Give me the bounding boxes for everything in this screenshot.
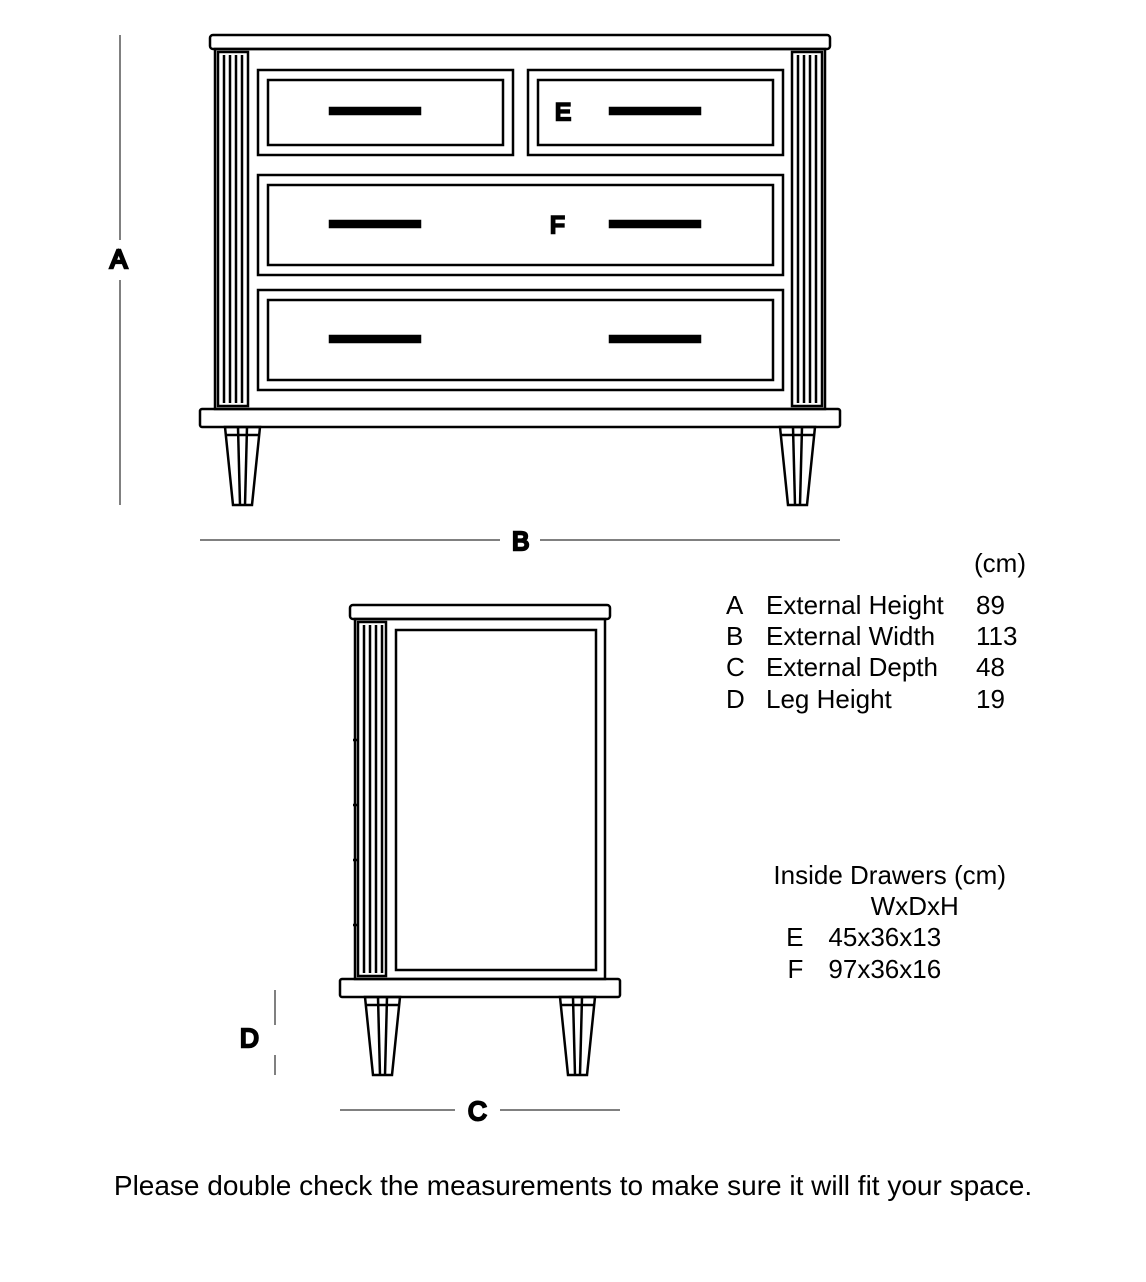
drawer-key: F xyxy=(773,954,828,985)
spec-label: External Width xyxy=(766,621,976,652)
inner-label-e: E xyxy=(555,99,571,126)
spec-value: 113 xyxy=(976,621,1026,652)
spec-value: 19 xyxy=(976,684,1026,715)
dim-label-a: A xyxy=(110,244,128,274)
inner-label-f: F xyxy=(550,212,565,239)
dim-label-d: D xyxy=(240,1023,259,1053)
spec-unit: (cm) xyxy=(974,548,1026,579)
drawer-key: E xyxy=(773,922,828,953)
drawer-row: E 45x36x13 xyxy=(773,922,1006,953)
spec-label: Leg Height xyxy=(766,684,976,715)
page: A xyxy=(0,0,1146,1242)
dim-label-b: B xyxy=(512,526,529,556)
spec-row: A External Height 89 xyxy=(726,590,1026,621)
inside-drawers-subtitle: WxDxH xyxy=(773,891,1006,922)
spec-row: B External Width 113 xyxy=(726,621,1026,652)
spec-key: C xyxy=(726,652,766,683)
spec-key: D xyxy=(726,684,766,715)
spec-value: 89 xyxy=(976,590,1026,621)
drawer-value: 45x36x13 xyxy=(828,922,941,953)
drawer-value: 97x36x16 xyxy=(828,954,941,985)
spec-row: D Leg Height 19 xyxy=(726,684,1026,715)
inside-drawers-block: Inside Drawers (cm) WxDxH E 45x36x13 F 9… xyxy=(773,860,1006,985)
front-view-diagram: A xyxy=(100,30,1000,590)
drawer-row: F 97x36x16 xyxy=(773,954,1006,985)
inside-drawers-title: Inside Drawers (cm) xyxy=(773,860,1006,891)
spec-label: External Depth xyxy=(766,652,976,683)
spec-label: External Height xyxy=(766,590,976,621)
spec-key: B xyxy=(726,621,766,652)
footer-note: Please double check the measurements to … xyxy=(40,1170,1106,1202)
spec-value: 48 xyxy=(976,652,1026,683)
spec-key: A xyxy=(726,590,766,621)
side-view-diagram: D C xyxy=(240,600,800,1160)
spec-row: C External Depth 48 xyxy=(726,652,1026,683)
spec-table: A External Height 89 B External Width 11… xyxy=(726,590,1026,715)
dim-label-c: C xyxy=(468,1096,487,1126)
